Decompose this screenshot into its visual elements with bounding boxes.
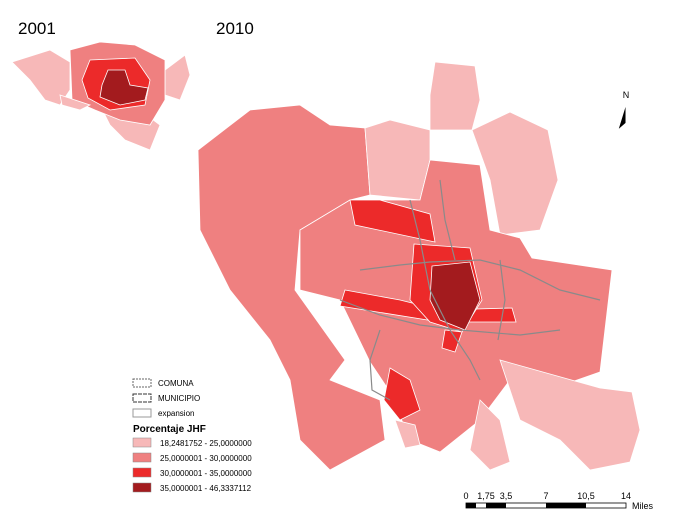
scale-tick-label: 1,75	[477, 491, 495, 501]
legend-swatch	[132, 452, 152, 463]
scale-unit: Miles	[632, 501, 654, 511]
legend-title: Porcentaje JHF	[133, 424, 206, 435]
scale-tick-label: 14	[621, 491, 631, 501]
legend: COMUNA MUNICIPIO expansion Porcentaje JH…	[132, 378, 206, 435]
scale-bar	[465, 502, 627, 509]
scale-tick-label: 7	[543, 491, 548, 501]
legend-class-label: 30,0000001 - 35,0000000	[160, 469, 252, 478]
legend-class-label: 18,2481752 - 25,0000000	[160, 439, 252, 448]
title-2001: 2001	[18, 19, 56, 38]
north-label: N	[623, 90, 630, 100]
legend-class-label: 25,0000001 - 30,0000000	[160, 454, 252, 463]
legend-class-label: 35,0000001 - 46,3337112	[160, 484, 252, 493]
legend-comuna: COMUNA	[158, 379, 194, 388]
legend-expansion: expansion	[158, 409, 194, 418]
legend-swatch	[132, 482, 152, 493]
inset-map	[11, 41, 191, 151]
title-2010: 2010	[216, 19, 254, 38]
legend-swatch	[132, 467, 152, 478]
legend-municipio: MUNICIPIO	[158, 394, 200, 403]
legend-swatch	[132, 437, 152, 448]
north-arrow: N	[617, 90, 635, 132]
scale-tick-label: 3,5	[500, 491, 513, 501]
main-map	[197, 61, 641, 471]
scale-tick-label: 10,5	[577, 491, 595, 501]
scale-tick-label: 0	[463, 491, 468, 501]
